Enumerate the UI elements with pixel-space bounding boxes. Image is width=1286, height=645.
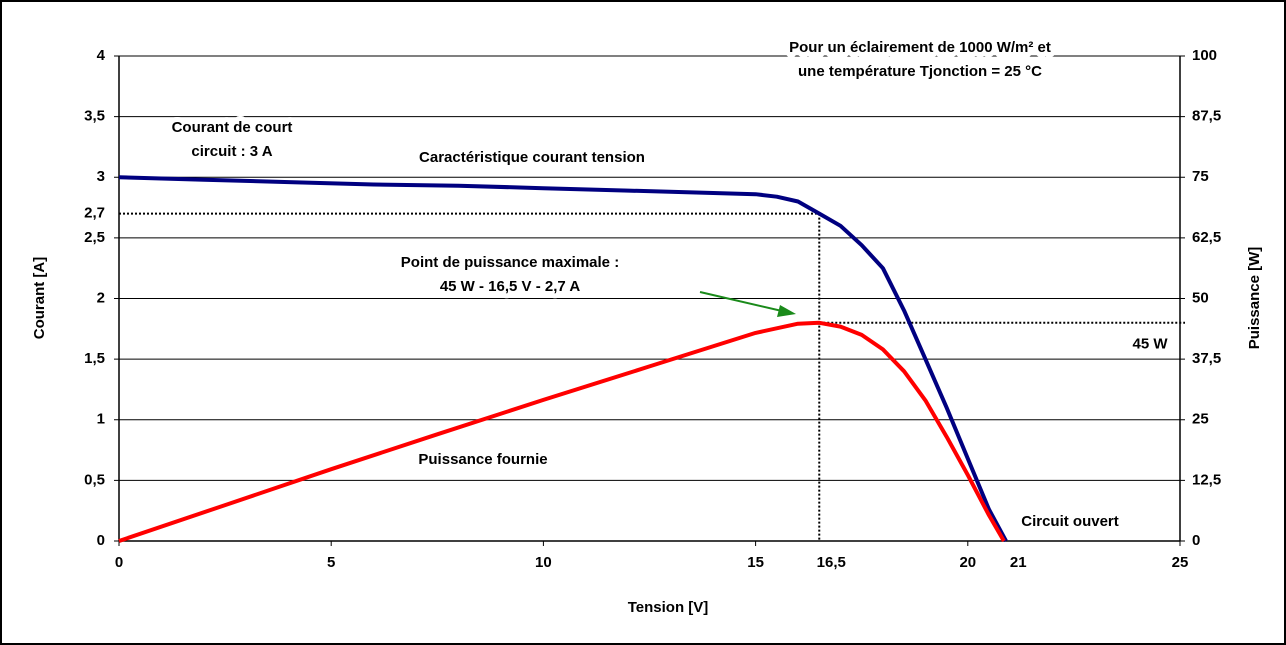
series-line: [118, 320, 1006, 543]
mpp-voltage-label: 16,5: [817, 554, 846, 571]
series-line: [118, 175, 1008, 542]
y-tick-label: 1,5: [84, 350, 105, 367]
series-label: Caractéristique courant tension: [419, 149, 645, 166]
y-tick-label: 0: [97, 532, 105, 549]
x-tick-label: 0: [115, 554, 123, 571]
voc-label: 21: [1010, 554, 1027, 571]
x-tick-label: 25: [1172, 554, 1189, 571]
y2-tick-label: 0: [1192, 532, 1200, 549]
y-axis-label: Courant [A]: [31, 257, 48, 340]
series-label: Puissance fournie: [418, 451, 547, 468]
chart-title: une température Tjonction = 25 °C: [798, 63, 1042, 80]
y-tick-label: 2: [97, 289, 105, 306]
mpp-power-label: 45 W: [1132, 336, 1168, 353]
x-tick-label: 15: [747, 554, 764, 571]
y2-tick-label: 100: [1192, 47, 1217, 64]
annotation: Courant de court: [172, 119, 293, 136]
y2-tick-label: 37,5: [1192, 350, 1221, 367]
mpp-current-label: 2,7: [84, 205, 105, 222]
y-tick-label: 3,5: [84, 108, 105, 125]
y-tick-label: 1: [97, 411, 105, 428]
y2-tick-label: 75: [1192, 168, 1209, 185]
y-tick-label: 0,5: [84, 471, 105, 488]
y2-tick-label: 62,5: [1192, 229, 1221, 246]
annotation: Point de puissance maximale :: [401, 254, 619, 271]
arrow-head: [777, 305, 796, 317]
y-tick-label: 2,5: [84, 229, 105, 246]
y2-tick-label: 50: [1192, 289, 1209, 306]
annotation: Circuit ouvert: [1021, 513, 1119, 530]
y2-tick-label: 12,5: [1192, 471, 1221, 488]
y2-tick-label: 87,5: [1192, 108, 1221, 125]
annotation: 45 W - 16,5 V - 2,7 A: [440, 278, 580, 295]
annotation: circuit : 3 A: [191, 143, 272, 160]
x-tick-label: 20: [959, 554, 976, 571]
y-tick-label: 4: [97, 47, 106, 64]
x-tick-label: 10: [535, 554, 552, 571]
chart-title: Pour un éclairement de 1000 W/m² et: [789, 39, 1051, 56]
y-tick-label: 3: [97, 168, 105, 185]
y2-axis-label: Puissance [W]: [1246, 247, 1263, 350]
x-tick-label: 5: [327, 554, 335, 571]
arrow-shaft: [699, 291, 783, 312]
x-axis-label: Tension [V]: [628, 599, 709, 616]
y2-tick-label: 25: [1192, 411, 1209, 428]
